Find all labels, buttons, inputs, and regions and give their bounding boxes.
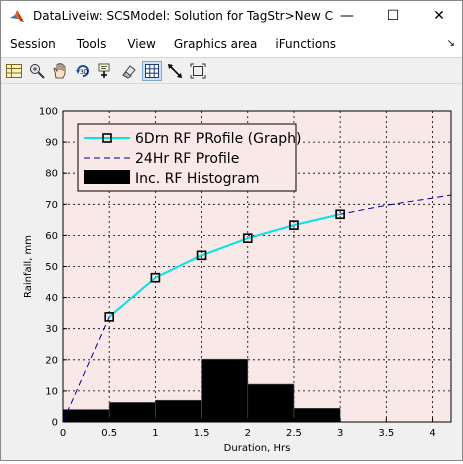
figure-area: 0 0.5 1 1.5 2 2.5 3 3.5 4 0 10 20 30 40 50 60 70 80 90 100 … xyxy=(1,84,462,460)
histogram-bar xyxy=(108,402,156,423)
y-tick-label: 90 xyxy=(45,138,58,149)
series-6drn-marker xyxy=(196,250,207,261)
y-tick-label: 80 xyxy=(45,169,58,180)
menu-graphics-area[interactable]: Graphics area xyxy=(173,37,258,51)
y-tick-label: 30 xyxy=(45,324,58,335)
toolbar: 3D xyxy=(1,57,462,84)
y-tick-label: 60 xyxy=(45,231,58,242)
legend-6drn-marker-icon xyxy=(102,133,112,143)
minimize-button[interactable]: — xyxy=(324,1,370,31)
matlab-logo-icon xyxy=(10,10,24,22)
minimize-icon: — xyxy=(340,8,354,24)
menu-view[interactable]: View xyxy=(127,37,156,51)
series-6drn-rf-profile-line xyxy=(108,213,341,318)
data-cursor-icon[interactable] xyxy=(96,61,116,81)
y-tick-label: 20 xyxy=(45,355,58,366)
menu-session[interactable]: Session xyxy=(10,37,56,51)
x-tick-label: 1.5 xyxy=(194,428,210,439)
legend-histogram-patch-icon xyxy=(84,170,130,184)
legend-24hr-label: 24Hr RF Profile xyxy=(135,151,239,167)
close-button[interactable]: ✕ xyxy=(416,1,462,31)
menu-bar: Session Tools View Graphics area iFuncti… xyxy=(1,31,462,57)
window-title: DataLiveiw: SCSModel: Solution for TagSt… xyxy=(33,9,333,23)
x-axis-label: Duration, Hrs xyxy=(224,443,291,454)
rotate-3d-icon[interactable]: 3D xyxy=(73,61,93,81)
x-tick-label: 2 xyxy=(245,428,251,439)
series-6drn-marker xyxy=(242,233,253,243)
table-icon[interactable] xyxy=(4,61,24,81)
x-tick-label: 2.5 xyxy=(286,428,302,439)
histogram-bar xyxy=(293,408,341,423)
title-bar[interactable]: DataLiveiw: SCSModel: Solution for TagSt… xyxy=(1,1,462,31)
maximize-icon: ☐ xyxy=(386,8,400,24)
menu-ifunctions[interactable]: iFunctions xyxy=(275,37,337,51)
grid-icon[interactable] xyxy=(142,60,162,81)
menu-tools[interactable]: Tools xyxy=(76,37,107,51)
legend-histogram-label: Inc. RF Histogram xyxy=(135,171,259,187)
series-6drn-marker xyxy=(289,220,299,230)
histogram-bar xyxy=(247,383,295,423)
arrows-icon[interactable] xyxy=(165,61,185,81)
series-6drn-marker xyxy=(104,312,114,322)
zoom-icon[interactable] xyxy=(27,61,47,81)
y-tick-label: 70 xyxy=(45,200,58,211)
y-tick-label: 10 xyxy=(45,386,58,397)
x-tick-label: 3 xyxy=(337,428,343,439)
svg-text:3D: 3D xyxy=(80,69,89,76)
series-6drn-marker xyxy=(335,209,345,220)
y-tick-label: 40 xyxy=(45,293,58,304)
x-tick-label: 0 xyxy=(60,428,66,439)
fit-frame-icon[interactable] xyxy=(188,61,208,81)
y-tick-label: 50 xyxy=(45,262,58,273)
histogram-bar xyxy=(201,358,249,423)
menu-overflow-arrow-icon[interactable]: ↘ xyxy=(446,38,455,49)
histogram-bar xyxy=(62,409,110,423)
x-tick-label: 1 xyxy=(152,428,158,439)
x-tick-label: 0.5 xyxy=(101,428,117,439)
eraser-icon[interactable] xyxy=(119,61,139,81)
rainfall-chart[interactable]: 0 0.5 1 1.5 2 2.5 3 3.5 40102030405060708090100 … xyxy=(1,84,462,460)
close-icon: ✕ xyxy=(433,8,445,24)
x-tick-label: 3.5 xyxy=(378,428,394,439)
pan-hand-icon[interactable] xyxy=(50,61,70,81)
histogram-bar xyxy=(155,399,202,423)
x-tick-label: 4 xyxy=(429,428,435,439)
series-6drn-marker xyxy=(150,272,161,283)
maximize-button[interactable]: ☐ xyxy=(370,1,416,31)
series-6drn-rf-profile-markers xyxy=(104,209,345,322)
y-tick-label: 100 xyxy=(39,107,58,118)
histogram-bars xyxy=(62,358,341,423)
y-tick-label: 0 xyxy=(52,418,58,429)
y-axis-label: Rainfall, mm xyxy=(23,235,34,298)
legend-6drn-label: 6Drn RF PRofile (Graph) xyxy=(135,131,302,147)
legend: 6Drn RF PRofile (Graph) 24Hr RF Profile … xyxy=(77,123,302,192)
